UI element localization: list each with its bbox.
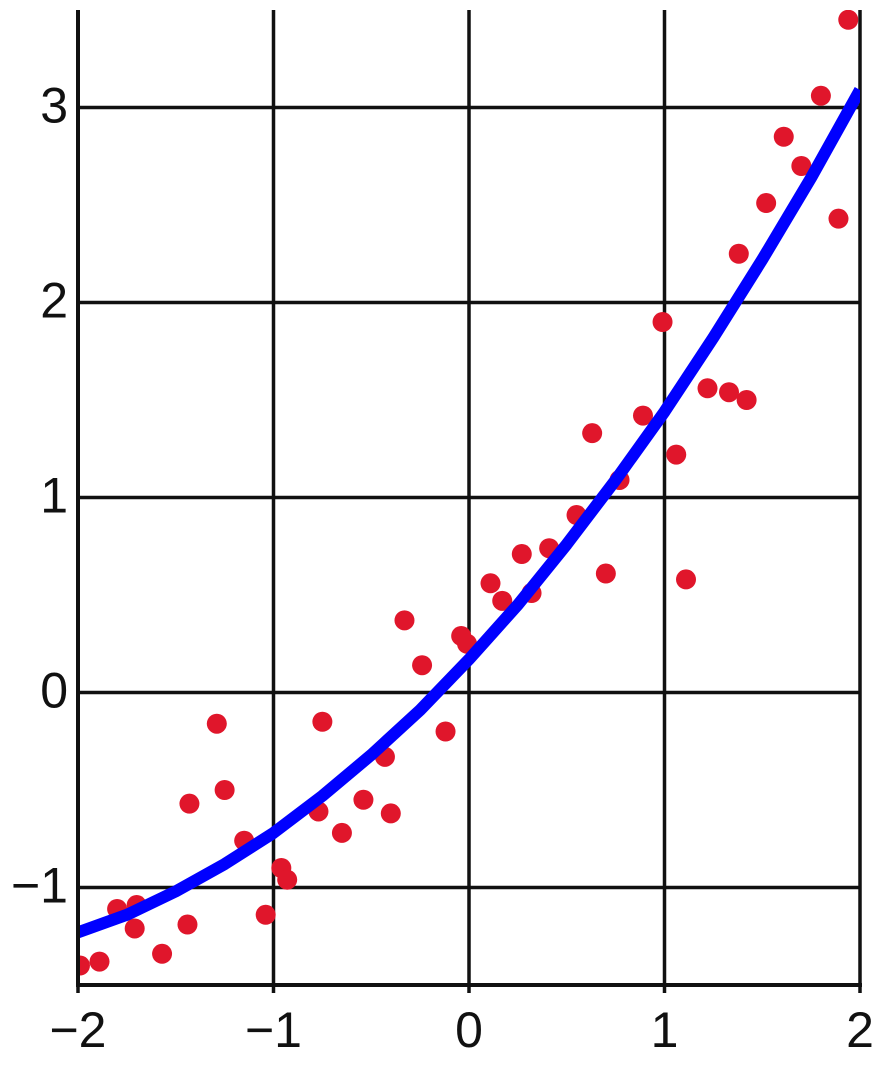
scatter-point [380, 803, 401, 824]
scatter-point [511, 544, 532, 565]
scatter-point [312, 711, 333, 732]
y-tick-label: −1 [11, 858, 68, 914]
scatter-point [756, 193, 777, 214]
scatter-point [206, 713, 227, 734]
scatter-point [124, 918, 145, 939]
scatter-point [492, 590, 513, 611]
axes: −1 0 1 2 3 −2 −1 0 1 2 [11, 10, 874, 1058]
y-tick-label: 0 [40, 663, 68, 719]
fit-curve [78, 87, 860, 938]
scatter-point [331, 822, 352, 843]
x-tick-label: 1 [651, 1002, 679, 1058]
scatter-point [666, 444, 687, 465]
scatter-point [353, 789, 374, 810]
x-tick-label: −1 [245, 1002, 302, 1058]
grid [76, 10, 862, 985]
scatter-point [179, 793, 200, 814]
scatter-point [152, 943, 173, 964]
scatter-point [255, 904, 276, 925]
y-tick-label: 2 [40, 273, 68, 329]
scatter-point [652, 312, 673, 332]
scatter-point [582, 423, 603, 444]
scatter-point [177, 914, 198, 935]
plot-area [78, 10, 860, 976]
scatter-point [214, 780, 235, 800]
scatter-point [773, 126, 794, 147]
scatter-point [736, 390, 757, 410]
x-tick-label: 0 [455, 1002, 483, 1058]
scatter-point [719, 382, 740, 403]
scatter-point [728, 243, 749, 264]
scatter-point [89, 951, 110, 972]
scatter-point [791, 156, 812, 176]
scatter-point [632, 405, 653, 426]
scatter-point [480, 573, 501, 594]
scatter-point [810, 85, 831, 106]
scatter-point [838, 10, 859, 30]
y-tick-label: 3 [40, 78, 68, 134]
scatter-point [394, 610, 415, 631]
x-tick-label: 2 [846, 1002, 874, 1058]
scatter-point [676, 569, 697, 590]
y-tick-label: 1 [40, 468, 68, 524]
scatter-point [412, 655, 433, 676]
scatter-point [78, 955, 90, 976]
scatter-point [697, 378, 718, 399]
scatter-point [828, 208, 849, 229]
scatter-point [435, 721, 456, 742]
scatter-point [277, 869, 298, 890]
scatter-point [595, 563, 616, 584]
x-tick-label: −2 [49, 1002, 106, 1058]
